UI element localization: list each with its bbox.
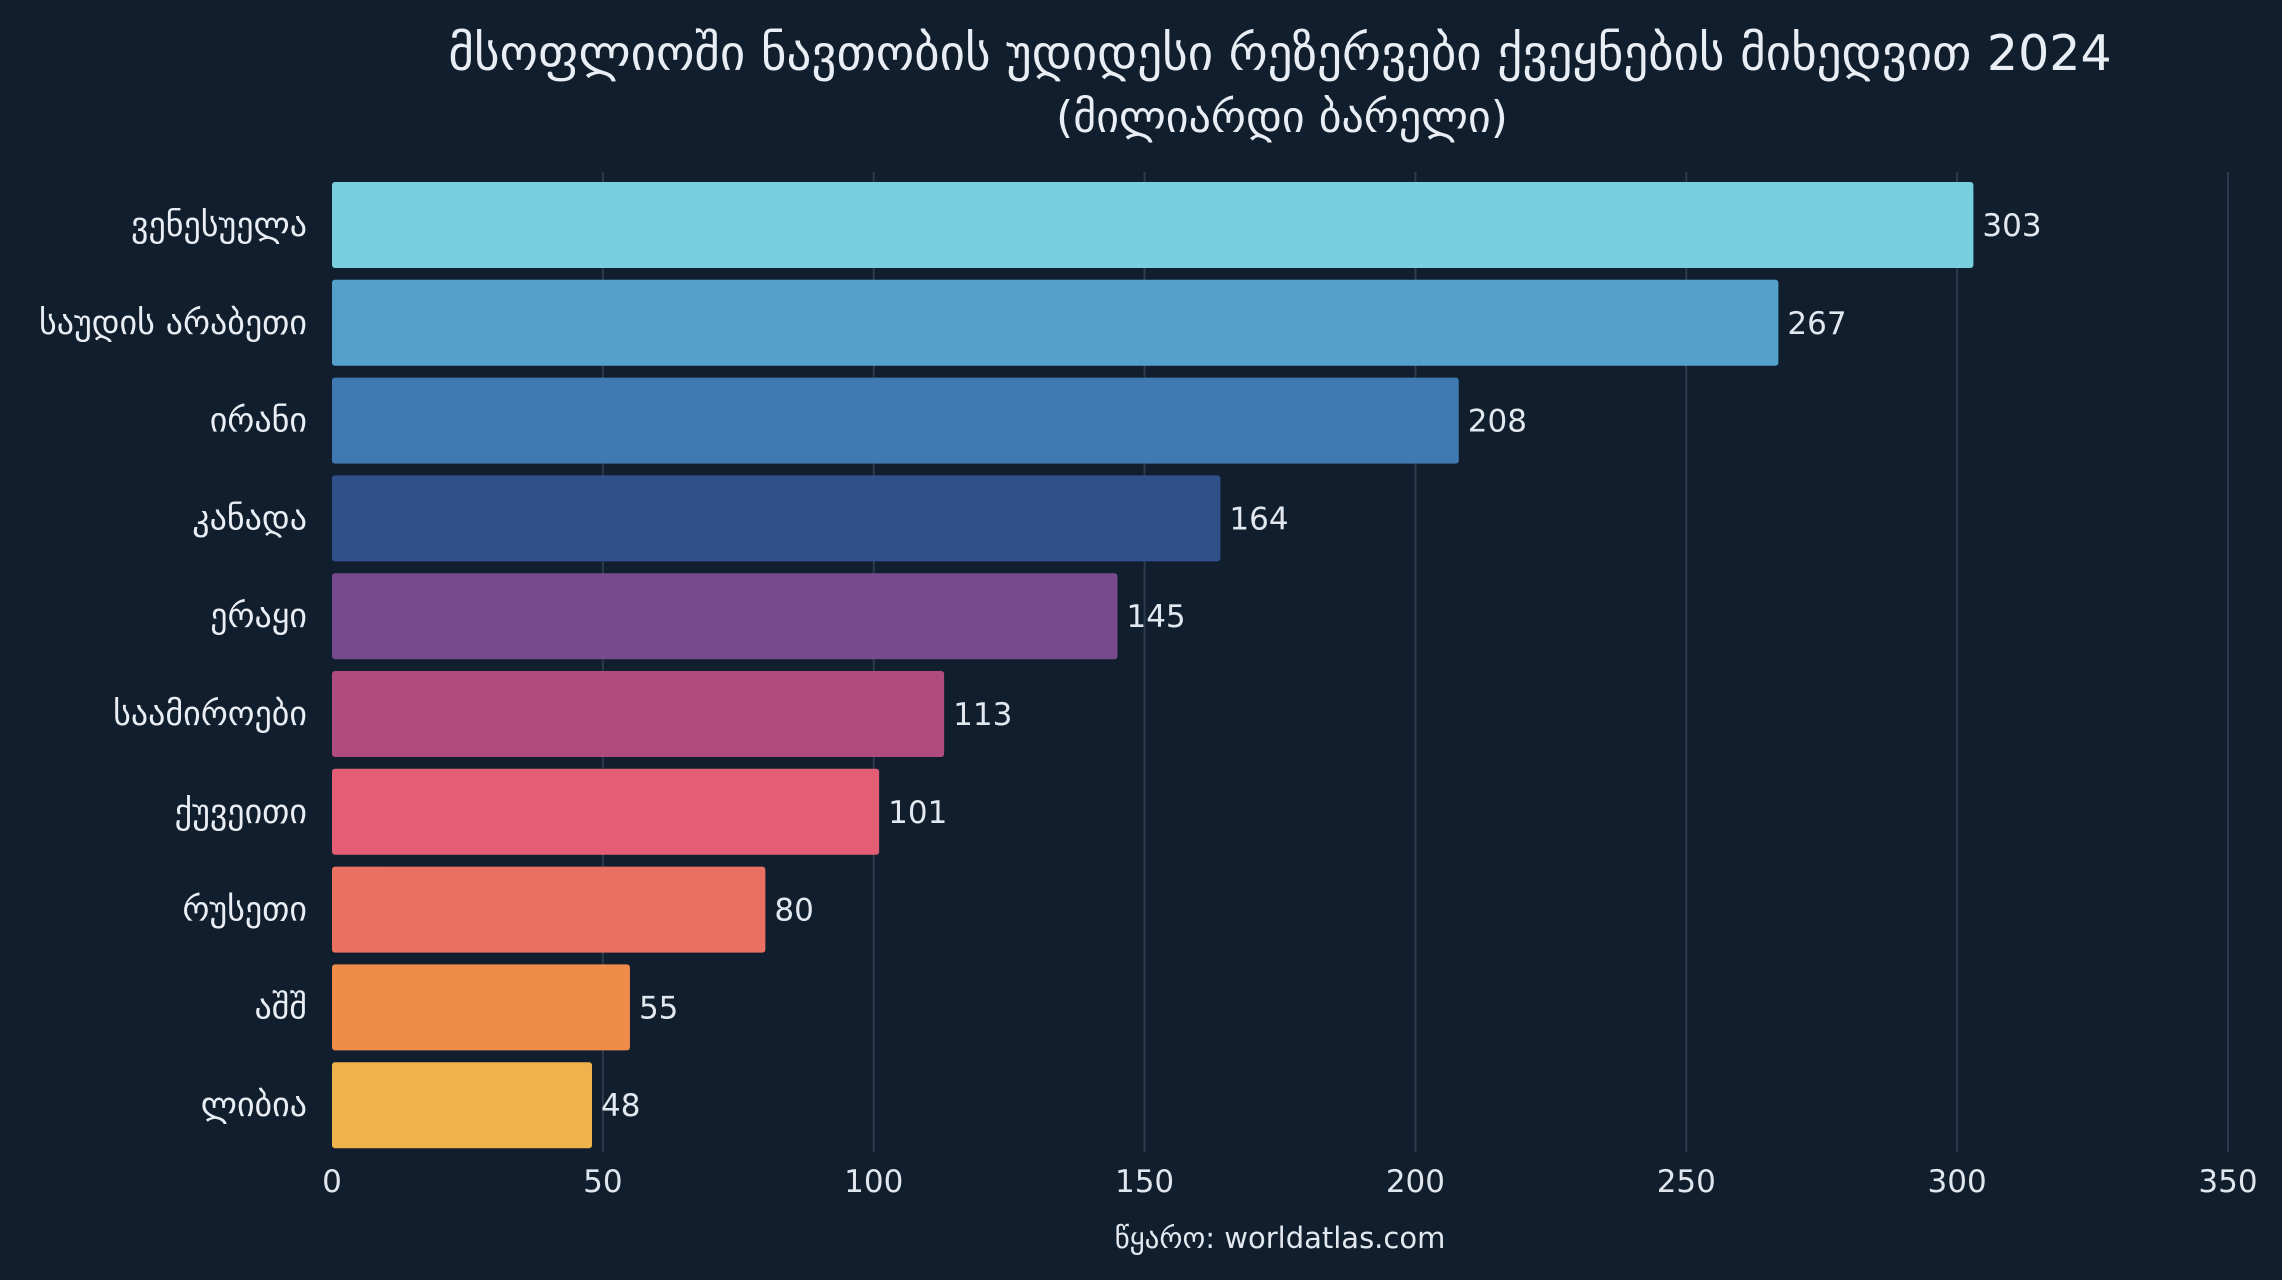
value-label: 113 (953, 697, 1012, 733)
category-labels: ვენესუელა საუდის არაბეთი ირანი კანადა ერაყი ს… (39, 205, 307, 1125)
category-label: ლიბია (201, 1085, 307, 1125)
bar (332, 377, 1459, 464)
category-label: რუსეთი (182, 890, 307, 930)
value-label: 55 (639, 990, 678, 1026)
bar (332, 475, 1221, 562)
category-label: ირანი (210, 401, 307, 441)
x-tick-label: 350 (2198, 1164, 2257, 1200)
value-label: 303 (1982, 208, 2041, 244)
x-axis-ticks: 0 50 100 150 200 250 300 350 (322, 1164, 2257, 1200)
category-label: კანადა (192, 498, 307, 538)
source-note: წყარო: worldatlas.com (1115, 1221, 1446, 1255)
category-label: აშშ (255, 987, 307, 1027)
bar (332, 671, 945, 757)
value-label: 48 (601, 1088, 640, 1124)
chart-subtitle: (მილიარდი ბარელი) (1056, 92, 1508, 143)
category-label: ქუვეითი (175, 792, 307, 832)
category-label: საამიროები (113, 694, 307, 734)
bar (332, 279, 1779, 366)
bar (332, 182, 1974, 268)
value-label: 80 (774, 893, 813, 929)
bar (332, 866, 766, 953)
x-tick-label: 300 (1928, 1164, 1987, 1200)
x-tick-label: 100 (844, 1164, 903, 1200)
bar (332, 573, 1118, 660)
value-labels: 303 267 208 164 145 113 101 80 55 48 (601, 208, 2042, 1124)
value-label: 164 (1229, 501, 1288, 537)
x-tick-label: 150 (1115, 1164, 1174, 1200)
value-label: 267 (1787, 306, 1846, 342)
x-tick-label: 250 (1657, 1164, 1716, 1200)
bar (332, 1062, 593, 1149)
bars (332, 182, 1974, 1149)
bar (332, 964, 630, 1051)
chart-title: მსოფლიოში ნავთობის უდიდესი რეზერვები ქვე… (448, 25, 2111, 82)
value-label: 145 (1126, 599, 1185, 635)
bar (332, 768, 880, 855)
category-label: ერაყი (210, 596, 307, 636)
value-label: 101 (888, 795, 947, 831)
value-label: 208 (1468, 404, 1527, 440)
category-label: საუდის არაბეთი (39, 303, 307, 343)
x-tick-label: 0 (322, 1164, 342, 1200)
x-tick-label: 50 (583, 1164, 622, 1200)
category-label: ვენესუელა (131, 205, 307, 245)
x-tick-label: 200 (1386, 1164, 1445, 1200)
